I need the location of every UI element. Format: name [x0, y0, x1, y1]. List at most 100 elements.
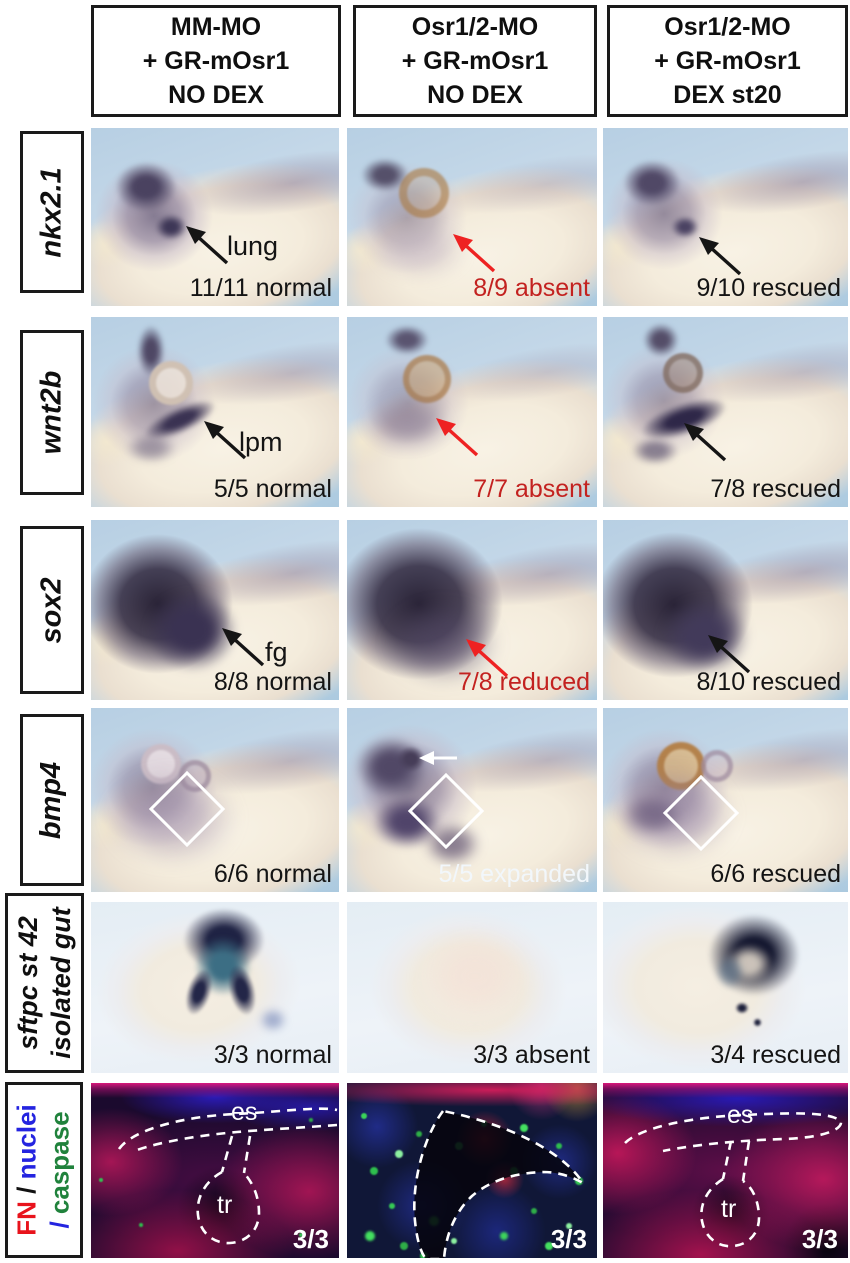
panel-wnt2b-control: lpm 5/5 normal: [91, 317, 339, 507]
column-header-control: MM-MO + GR-mOsr1 NO DEX: [91, 5, 341, 117]
annotation-arrow: [708, 635, 751, 674]
otic-vesicle: [179, 760, 211, 792]
header-line: Osr1/2-MO: [411, 13, 539, 41]
column-header-morphant: Osr1/2-MO + GR-mOsr1 NO DEX: [353, 5, 597, 117]
score-text: 3/4 rescued: [710, 1041, 841, 1069]
eye: [399, 168, 449, 218]
lung-stain: [671, 216, 699, 238]
panel-sftpc-rescue: 3/4 rescued: [603, 902, 848, 1073]
score-text: 6/6 normal: [213, 860, 332, 888]
score-text: 7/7 absent: [473, 475, 590, 503]
annotation-arrow: [453, 234, 496, 273]
score-text: 3/3: [550, 1224, 587, 1254]
foregut-stain: [661, 598, 749, 674]
stain-dot: [735, 1002, 749, 1014]
annotation-label: fg: [265, 637, 288, 667]
score-text: 3/3: [292, 1224, 329, 1254]
header-line: + GR-mOsr1: [401, 47, 549, 75]
score-text: 8/8 normal: [213, 668, 332, 696]
panel-wnt2b-morphant: 7/7 absent: [347, 317, 597, 507]
panel-nkx2.1-control: lung 11/11 normal: [91, 128, 339, 306]
score-text: 11/11 normal: [189, 274, 332, 302]
annotation-arrow-horizontal: [419, 751, 457, 765]
annotation-arrow: [684, 423, 727, 462]
row-label-sox2: sox2: [20, 526, 84, 694]
lpm-stain-faint: [125, 433, 177, 463]
annotation-arrow: [222, 628, 265, 667]
foregut-stain: [146, 590, 238, 672]
score-text: 7/8 rescued: [710, 475, 841, 503]
caspase-label: caspase: [45, 1111, 76, 1215]
trachea-label: tr: [721, 1195, 737, 1223]
slash: /: [45, 1214, 76, 1229]
gene-name: sox2: [35, 576, 68, 644]
esophagus-trachea-outline: [624, 1112, 843, 1248]
header-line: + GR-mOsr1: [142, 47, 290, 75]
eye: [141, 744, 181, 784]
pale-tissue-shading: [419, 930, 531, 1022]
stain-dot: [753, 1018, 762, 1027]
header-line: MM-MO: [170, 13, 262, 41]
gene-name: wnt2b: [35, 370, 68, 455]
score-text: 5/5 expanded: [438, 860, 590, 888]
panel-sftpc-control: 3/3 normal: [91, 902, 339, 1073]
row-label-wnt2b: wnt2b: [20, 330, 84, 495]
annotation-arrow: [436, 418, 479, 457]
panel-sox2-control: fg 8/8 normal: [91, 520, 339, 700]
eye: [403, 355, 451, 403]
ventral-stain: [621, 794, 683, 836]
score-text: 6/6 rescued: [710, 860, 841, 888]
lpm-stain-faint: [631, 437, 679, 465]
header-line: Osr1/2-MO: [664, 13, 791, 41]
stain-teal-hint: [715, 954, 745, 989]
annotation-arrow: [186, 226, 229, 265]
brain-stain: [643, 323, 679, 357]
header-line: DEX st20: [673, 81, 782, 109]
cavity-outline: [413, 1109, 585, 1258]
header-line: NO DEX: [427, 81, 523, 109]
score-text: 3/3 absent: [473, 1041, 590, 1069]
eye: [663, 353, 703, 393]
score-text: 5/5 normal: [213, 475, 332, 503]
annotation-arrow: [699, 237, 742, 276]
foregut-stain-diffuse: [387, 602, 499, 684]
annotation-arrow: [466, 639, 509, 678]
panel-wnt2b-rescue: 7/8 rescued: [603, 317, 848, 507]
row-label-sftpc: sftpc st 42 isolated gut: [5, 893, 84, 1073]
score-text: 9/10 rescued: [696, 274, 841, 302]
row-label-bmp4: bmp4: [20, 714, 84, 886]
panel-sftpc-morphant: 3/3 absent: [347, 902, 597, 1073]
panel-bmp4-rescue: 6/6 rescued: [603, 708, 848, 892]
panel-section-control: es tr 3/3: [91, 1083, 339, 1258]
annotation-label: lpm: [239, 427, 283, 457]
annotation-arrow: [204, 421, 247, 460]
belly-shading: [373, 223, 468, 281]
gene-name: nkx2.1: [35, 166, 68, 258]
gene-name: bmp4: [35, 761, 68, 839]
panel-section-morphant: 3/3: [347, 1083, 597, 1258]
esophagus-trachea-outline: [117, 1107, 338, 1245]
lung-stain: [155, 214, 187, 240]
panel-nkx2.1-rescue: 9/10 rescued: [603, 128, 848, 306]
panel-section-rescue: es tr 3/3: [603, 1083, 848, 1258]
eye: [149, 361, 193, 405]
annotation-label: lung: [227, 231, 279, 261]
stain-legend: FN / nuclei / caspase: [11, 1104, 77, 1235]
brain-stain: [623, 160, 681, 206]
row-label-nkx2.1: nkx2.1: [20, 131, 84, 293]
brain-stain: [115, 162, 177, 212]
score-text: 3/3 normal: [213, 1041, 332, 1069]
panel-bmp4-morphant: 5/5 expanded: [347, 708, 597, 892]
panel-bmp4-control: 6/6 normal: [91, 708, 339, 892]
score-text: 8/10 rescued: [696, 668, 841, 696]
esophagus-label: es: [727, 1101, 754, 1129]
header-line: + GR-mOsr1: [654, 47, 801, 75]
brain-stain: [385, 325, 429, 355]
score-text: 3/3: [801, 1224, 838, 1254]
caspase-puncta: [361, 1113, 367, 1119]
panel-sox2-morphant: 7/8 reduced: [347, 520, 597, 700]
ventral-stain-2: [423, 822, 481, 866]
eye-stain: [397, 746, 425, 772]
esophagus-label: es: [231, 1098, 258, 1126]
fn-label: FN: [12, 1201, 43, 1236]
